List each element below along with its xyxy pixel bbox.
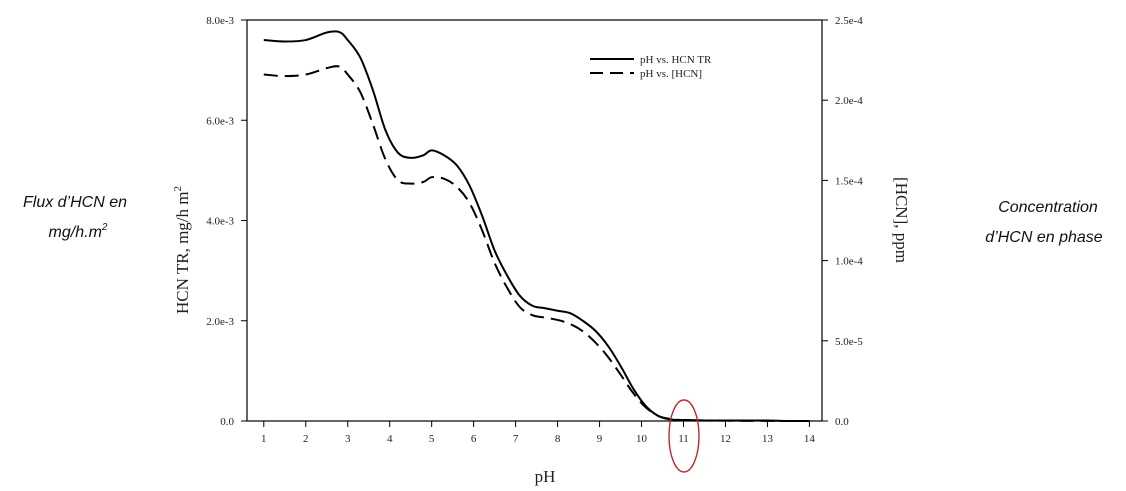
series-group	[263, 30, 810, 423]
y-axis-title-sup: 2	[172, 186, 184, 192]
annotation-right-line2: d’HCN en phase	[985, 229, 1103, 246]
y-axis-title: HCN TR, mg/h m2	[172, 186, 192, 314]
x-tick-label: 1	[261, 433, 267, 445]
annotation-left-line2: mg/h.m2	[49, 222, 108, 241]
x-tick-label: 2	[303, 433, 309, 445]
x-tick-label: 8	[555, 433, 561, 445]
x-tick-label: 4	[387, 433, 393, 445]
x-axis-ticks: 1 2 3 4 5 6 7 8 9 10 11 12 13 14	[261, 421, 815, 445]
y-tick-label: 8.0e-3	[206, 15, 234, 27]
y2-tick-label: 1.0e-4	[835, 256, 863, 268]
series-line-hcn-conc	[263, 65, 810, 423]
y2-tick-label: 0.0	[835, 416, 849, 428]
y-axis-title-main: HCN TR, mg/h m	[173, 192, 192, 314]
y-axis-ticks: 0.0 2.0e-3 4.0e-3 6.0e-3 8.0e-3	[206, 15, 247, 428]
x-tick-label: 5	[429, 433, 435, 445]
legend: pH vs. HCN TR pH vs. [HCN]	[590, 54, 712, 80]
y2-tick-label: 2.0e-4	[835, 95, 863, 107]
x-tick-label: 11	[678, 433, 689, 445]
x-tick-label: 12	[720, 433, 731, 445]
annotation-right-line1: Concentration	[998, 199, 1098, 216]
annotation-left-unit: mg/h.m	[49, 224, 102, 241]
y2-axis-title: [HCN], ppm	[892, 177, 911, 263]
y-tick-label: 6.0e-3	[206, 115, 234, 127]
plot-frame	[246, 19, 823, 422]
y2-axis-ticks: 0.0 5.0e-5 1.0e-4 1.5e-4 2.0e-4 2.5e-4	[822, 15, 863, 428]
x-tick-label: 7	[513, 433, 519, 445]
legend-label-hcn-tr: pH vs. HCN TR	[640, 54, 712, 66]
x-axis-title: pH	[535, 467, 556, 486]
y-tick-label: 4.0e-3	[206, 216, 234, 228]
plot-border	[246, 19, 823, 422]
y2-tick-label: 5.0e-5	[835, 336, 863, 348]
x-tick-label: 6	[471, 433, 477, 445]
x-tick-label: 10	[636, 433, 648, 445]
x-tick-label: 13	[762, 433, 774, 445]
highlight-ellipse	[668, 399, 700, 473]
y2-tick-label: 1.5e-4	[835, 175, 863, 187]
x-tick-label: 9	[597, 433, 603, 445]
annotation-left-sup: 2	[101, 222, 108, 233]
annotation-left-line1: Flux d’HCN en	[23, 194, 127, 211]
series-line-hcn-tr	[263, 30, 810, 423]
legend-label-hcn-conc: pH vs. [HCN]	[640, 68, 702, 80]
y2-tick-label: 2.5e-4	[835, 15, 863, 27]
x-tick-label: 14	[804, 433, 816, 445]
y-tick-label: 2.0e-3	[206, 316, 234, 328]
x-tick-label: 3	[345, 433, 351, 445]
y-tick-label: 0.0	[220, 416, 234, 428]
